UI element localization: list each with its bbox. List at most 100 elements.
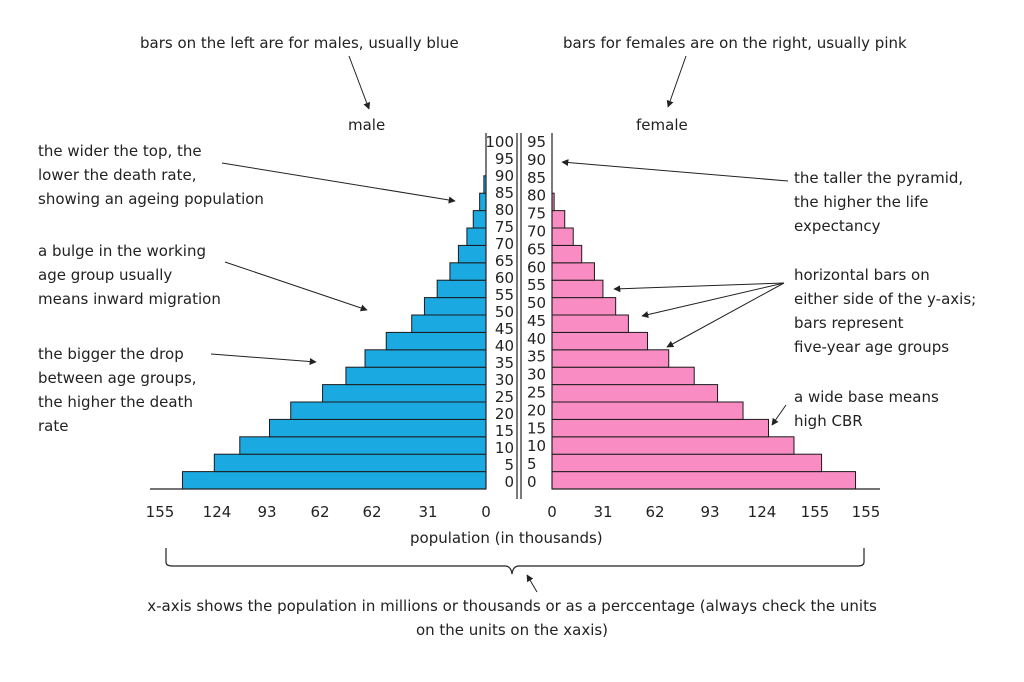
age-label-female: 85 [527,169,546,187]
annotation-male-bars: bars on the left are for males, usually … [140,34,459,52]
age-label-female: 40 [527,330,546,348]
age-label-male: 25 [495,388,514,406]
age-label-male: 35 [495,354,514,372]
annotation-horizontal-bars: horizontal bars on either side of the y-… [794,263,976,359]
tick-labels: 155 124 93 62 62 31 0 0 31 62 93 124 155 155 [146,503,881,521]
annotation-line: the wider the top, the [38,142,202,160]
arrow-wider-top [221,162,456,204]
male-bar [466,227,487,246]
age-label-male: 100 [485,133,514,151]
age-label-female: 65 [527,240,546,258]
x-tick-label-female: 93 [700,503,719,521]
age-label-male: 40 [495,337,514,355]
annotation-line: five-year age groups [794,338,950,356]
female-bar [551,314,629,333]
male-bar [364,349,487,368]
annotation-arrows [210,55,789,593]
female-bar [551,453,823,473]
x-axis-brace [165,548,865,575]
age-labels: 0510152025303540455055606570758085909510… [485,133,546,491]
age-label-female: 75 [527,205,546,223]
annotation-line: on the units on the xaxis) [415,621,609,639]
male-bar [457,244,487,264]
age-label-male: 30 [495,371,514,389]
age-label-female: 55 [527,276,546,294]
x-tick-label-male: 93 [257,503,276,521]
male-label: male [348,116,386,134]
annotation-line: the taller the pyramid, [794,169,964,187]
female-label: female [636,116,688,134]
annotation-line: high CBR [794,412,863,430]
annotation-line: the bigger the drop [38,345,184,363]
x-tick-label-male: 155 [146,503,175,521]
x-axis-title: population (in thousands) [410,529,603,547]
age-label-male: 45 [495,320,514,338]
annotation-line: age group usually [38,266,173,284]
female-bar [551,297,617,316]
male-bar [472,210,487,229]
age-label-female: 10 [527,437,546,455]
x-tick-label-female: 155 [852,503,881,521]
annotation-bigger-drop: the bigger the drop between age groups, … [38,342,197,438]
female-bar [551,384,719,403]
annotation-line: x-axis shows the population in millions … [147,597,877,615]
annotation-line: horizontal bars on [794,266,930,284]
annotation-x-axis: x-axis shows the population in millions … [0,594,1024,642]
arrow-horizontal-bars [666,282,785,348]
age-label-female: 95 [527,133,546,151]
age-label-female: 60 [527,258,546,276]
age-label-male: 85 [495,184,514,202]
female-bar [551,366,695,386]
age-label-male: 10 [495,439,514,457]
age-label-female: 0 [527,473,537,491]
x-tick-label-male: 62 [362,503,381,521]
age-label-female: 50 [527,294,546,312]
female-bar [551,279,604,299]
male-bars [181,175,487,490]
arrow-horizontal-bars [641,282,785,318]
age-label-male: 55 [495,286,514,304]
age-label-male: 75 [495,218,514,236]
male-bar [479,192,487,212]
female-bar [551,262,595,281]
age-label-female: 30 [527,366,546,384]
age-label-female: 15 [527,419,546,437]
annotation-line: between age groups, [38,369,197,387]
x-tick-label-male: 124 [203,503,232,521]
male-bar [345,366,487,386]
male-bar [423,297,487,316]
female-bar [551,244,583,264]
male-bar [181,471,487,490]
female-bar [551,349,670,368]
age-label-male: 80 [495,201,514,219]
female-bar [551,227,574,246]
arrow-wide-base [771,404,787,426]
age-label-female: 25 [527,384,546,402]
axes [150,133,880,499]
age-label-female: 20 [527,401,546,419]
annotation-line: a wide base means [794,388,939,406]
arrow-female-bars [666,55,687,108]
female-bar [551,418,770,438]
age-label-male: 5 [504,456,514,474]
female-bar [551,210,566,229]
age-label-female: 35 [527,348,546,366]
x-tick-label-female: 62 [645,503,664,521]
arrow-taller [561,159,789,182]
x-tick-label-female: 31 [593,503,612,521]
female-bar [551,471,857,490]
age-label-male: 60 [495,269,514,287]
annotation-line: showing an ageing population [38,190,264,208]
age-label-female: 45 [527,312,546,330]
age-label-female: 90 [527,151,546,169]
age-label-male: 65 [495,252,514,270]
age-label-female: 80 [527,187,546,205]
x-tick-label-female: 155 [801,503,830,521]
age-label-female: 5 [527,455,537,473]
arrow-bigger-drop [210,353,317,366]
male-bar [213,453,487,473]
annotation-line: means inward migration [38,290,221,308]
arrow-horizontal-bars [613,282,785,293]
female-bar [551,331,649,351]
male-bar [385,331,487,351]
